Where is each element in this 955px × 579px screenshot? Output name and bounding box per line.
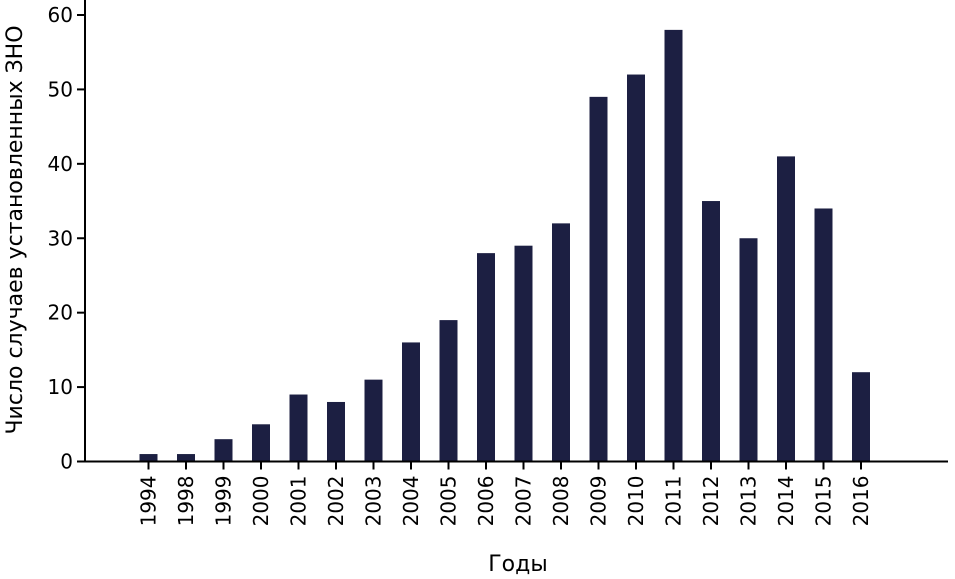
y-axis-title: Число случаев установленных ЗНО bbox=[3, 25, 28, 434]
x-tick-label: 2002 bbox=[324, 476, 348, 527]
bar-2010 bbox=[627, 74, 645, 462]
x-tick-label: 2005 bbox=[437, 476, 461, 527]
bar-2007 bbox=[514, 245, 533, 462]
x-tick-label: 1994 bbox=[137, 476, 161, 527]
bar-2013 bbox=[739, 238, 758, 462]
y-tick-label: 30 bbox=[48, 226, 73, 250]
x-tick-label: 2004 bbox=[399, 476, 423, 527]
x-tick-label: 2011 bbox=[662, 476, 686, 527]
y-tick-label: 20 bbox=[48, 301, 73, 325]
x-tick-label: 2007 bbox=[512, 476, 536, 527]
bar-1999 bbox=[214, 439, 233, 462]
y-tick-label: 50 bbox=[48, 77, 73, 101]
bars-group bbox=[139, 29, 870, 462]
x-tick-label: 2000 bbox=[249, 476, 273, 527]
bar-2016 bbox=[852, 372, 870, 462]
x-tick-label: 2015 bbox=[812, 476, 836, 527]
bar-2011 bbox=[664, 29, 683, 462]
x-tick-label: 2016 bbox=[849, 476, 873, 527]
bar-2005 bbox=[439, 320, 458, 462]
x-tick-label: 2010 bbox=[624, 476, 648, 527]
x-axis-ticks: 1994 1998 1999 2000 2001 2002 2003 2004 2005 2006… bbox=[137, 461, 873, 527]
bar-2000 bbox=[252, 424, 270, 462]
bar-2001 bbox=[289, 394, 308, 462]
x-tick-label: 2009 bbox=[587, 476, 611, 527]
bar-2003 bbox=[364, 379, 383, 462]
bar-1998 bbox=[177, 454, 195, 462]
x-tick-label: 2008 bbox=[549, 476, 573, 527]
y-tick-label: 60 bbox=[48, 3, 73, 27]
x-tick-label: 2013 bbox=[737, 476, 761, 527]
x-tick-label: 2014 bbox=[774, 476, 798, 527]
bar-2009 bbox=[589, 96, 608, 462]
x-tick-label: 1998 bbox=[174, 476, 198, 527]
y-tick-label: 10 bbox=[48, 375, 73, 399]
x-tick-label: 2003 bbox=[362, 476, 386, 527]
x-tick-label: 2001 bbox=[287, 476, 311, 527]
bar-2002 bbox=[327, 401, 345, 462]
y-tick-label: 0 bbox=[60, 450, 73, 474]
bar-2008 bbox=[552, 223, 570, 462]
bar-2006 bbox=[477, 253, 495, 462]
x-tick-label: 2012 bbox=[699, 476, 723, 527]
y-tick-label: 40 bbox=[48, 152, 73, 176]
bar-2015 bbox=[814, 208, 833, 462]
bar-2012 bbox=[702, 201, 720, 462]
bar-2014 bbox=[777, 156, 795, 462]
y-axis-ticks: 0 10 20 30 40 50 60 bbox=[48, 3, 85, 474]
bar-1994 bbox=[139, 454, 158, 462]
bar-2004 bbox=[402, 342, 420, 462]
x-tick-label: 1999 bbox=[212, 476, 236, 527]
x-tick-label: 2006 bbox=[474, 476, 498, 527]
x-axis-title: Годы bbox=[488, 552, 547, 577]
